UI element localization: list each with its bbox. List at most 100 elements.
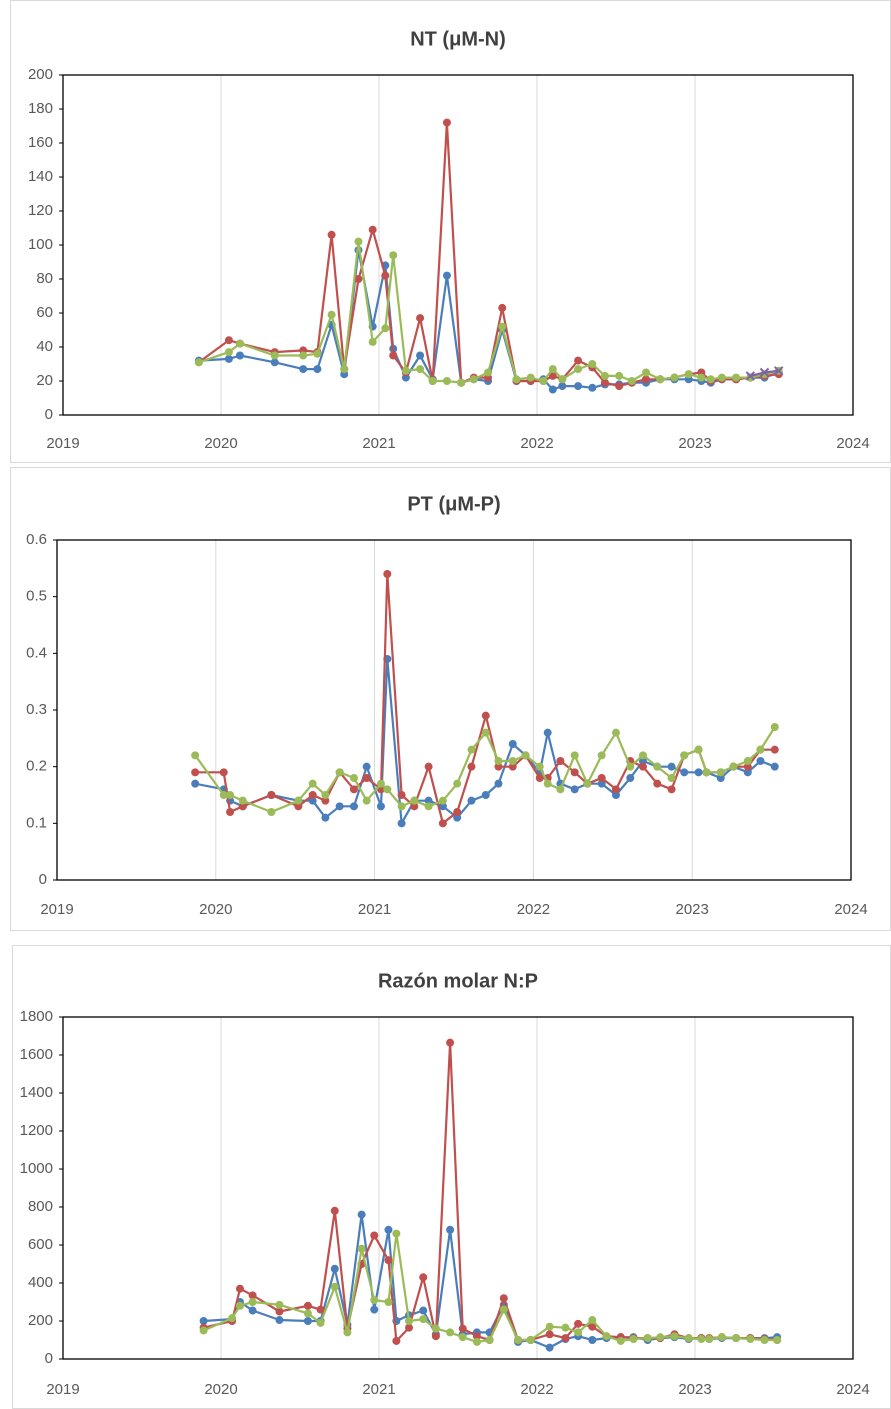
point xyxy=(583,779,592,788)
point xyxy=(656,1333,665,1342)
point xyxy=(574,365,583,374)
point xyxy=(191,779,200,788)
point xyxy=(362,762,371,771)
point xyxy=(653,762,662,771)
point xyxy=(629,1335,638,1344)
point xyxy=(543,779,552,788)
point xyxy=(410,802,419,811)
y-tick-label: 120 xyxy=(28,202,53,219)
point xyxy=(545,1322,554,1331)
point xyxy=(308,791,317,799)
point xyxy=(588,1336,597,1344)
point xyxy=(446,1225,455,1234)
x-tick-label: 2019 xyxy=(46,435,79,452)
point xyxy=(275,1316,284,1325)
point xyxy=(397,802,406,811)
y-tick-label: 400 xyxy=(28,1274,53,1291)
point xyxy=(561,1334,570,1343)
point xyxy=(535,774,544,782)
point xyxy=(410,796,419,805)
point xyxy=(431,1324,440,1333)
point xyxy=(508,762,517,771)
point xyxy=(424,802,433,811)
point xyxy=(303,1309,312,1318)
x-tick-label: 2021 xyxy=(362,1381,395,1398)
x-tick-label: 2023 xyxy=(676,901,709,918)
point xyxy=(321,796,330,805)
point xyxy=(694,745,703,754)
point xyxy=(294,796,303,805)
point xyxy=(357,1210,366,1219)
point xyxy=(597,779,606,788)
point xyxy=(397,819,406,828)
point xyxy=(574,1328,583,1337)
point xyxy=(442,377,451,385)
point xyxy=(588,1322,597,1331)
point xyxy=(362,774,371,782)
point xyxy=(588,383,597,392)
y-tick-label: 800 xyxy=(28,1198,53,1215)
y-tick-label: 0 xyxy=(45,1350,53,1367)
y-tick-label: 1600 xyxy=(20,1046,53,1063)
point xyxy=(376,802,385,811)
point xyxy=(481,711,490,720)
point xyxy=(746,1335,755,1344)
point xyxy=(570,768,579,777)
y-tick-label: 180 xyxy=(28,100,53,117)
point xyxy=(392,1229,401,1238)
point xyxy=(327,230,336,239)
point xyxy=(756,745,765,754)
point xyxy=(558,382,567,391)
y-tick-label: 600 xyxy=(28,1236,53,1253)
point xyxy=(539,377,548,385)
point xyxy=(389,251,398,260)
y-tick-label: 1800 xyxy=(20,1008,53,1025)
point xyxy=(670,1332,679,1341)
plot-area xyxy=(62,1016,854,1360)
point xyxy=(416,365,425,374)
point xyxy=(512,375,521,384)
point xyxy=(438,819,447,828)
point xyxy=(303,1317,312,1325)
y-tick-label: 0.3 xyxy=(26,701,47,718)
point xyxy=(416,314,425,323)
point xyxy=(697,373,706,382)
point xyxy=(194,358,203,367)
point xyxy=(267,808,276,816)
point xyxy=(270,351,279,360)
point xyxy=(340,365,349,374)
point xyxy=(499,1294,508,1303)
point xyxy=(238,802,247,811)
point xyxy=(670,373,679,382)
point xyxy=(760,1336,769,1344)
point xyxy=(545,1343,554,1352)
chart: NT (μM-N) 2019 2020 2021 2022 2023 2024 0 20 40 60… xyxy=(10,0,891,463)
y-tick-label: 20 xyxy=(36,372,53,389)
point xyxy=(667,774,676,782)
point xyxy=(716,768,725,777)
point xyxy=(224,354,233,363)
point xyxy=(235,1284,244,1293)
point xyxy=(499,1305,508,1314)
y-tick-label: 0 xyxy=(39,871,47,888)
point xyxy=(743,762,752,771)
point xyxy=(226,808,235,816)
point xyxy=(611,791,620,799)
point xyxy=(405,1317,414,1325)
point xyxy=(275,1307,284,1316)
point xyxy=(600,378,609,387)
point xyxy=(424,796,433,805)
point xyxy=(228,1314,237,1323)
point xyxy=(467,745,476,754)
chart-frame xyxy=(10,0,891,463)
point xyxy=(321,813,330,822)
point xyxy=(588,360,597,368)
x-tick-label: 2022 xyxy=(520,1381,553,1398)
point xyxy=(467,762,476,771)
y-tick-label: 1000 xyxy=(20,1160,53,1177)
point xyxy=(574,382,583,391)
point xyxy=(485,1336,494,1344)
point xyxy=(453,808,462,816)
point xyxy=(446,1038,455,1047)
point xyxy=(313,365,322,374)
